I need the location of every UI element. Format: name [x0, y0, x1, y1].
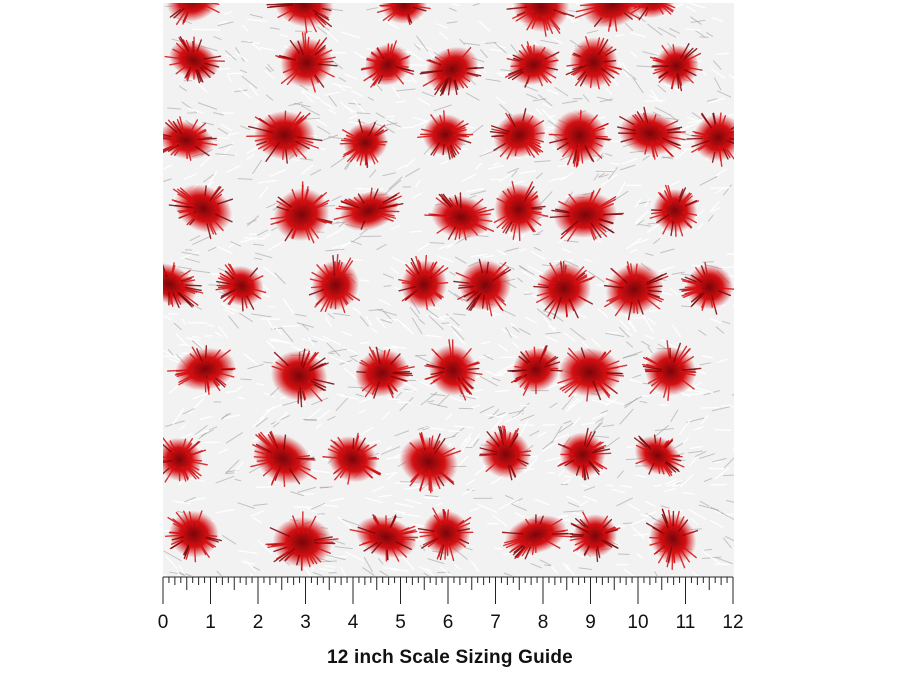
- fur-pattern-swatch: [163, 3, 734, 576]
- red-spot: [270, 348, 335, 408]
- red-spot: [504, 41, 560, 88]
- red-spot: [557, 427, 612, 481]
- red-spot: [630, 3, 677, 21]
- red-spot: [686, 112, 734, 167]
- red-spot: [339, 119, 388, 169]
- red-spot: [533, 260, 595, 320]
- red-spot: [398, 254, 449, 310]
- red-spot: [164, 36, 225, 84]
- fur-pattern-image: [163, 3, 734, 576]
- red-spot: [246, 110, 323, 164]
- red-spot: [616, 106, 686, 160]
- red-spot: [633, 434, 685, 477]
- red-spot: [266, 3, 334, 34]
- red-spot: [642, 340, 702, 402]
- red-spot: [322, 432, 382, 485]
- red-spot: [453, 258, 512, 317]
- red-spot: [275, 32, 338, 93]
- red-spot: [308, 254, 361, 314]
- ruler-label: 8: [538, 612, 549, 633]
- ruler-label: 5: [395, 612, 406, 633]
- ruler-label: 11: [676, 612, 696, 633]
- red-spot: [166, 345, 236, 395]
- red-spot: [166, 3, 221, 26]
- red-spot: [557, 347, 628, 402]
- ruler-label: 12: [722, 612, 743, 633]
- ruler-label: 7: [490, 612, 501, 633]
- ruler-label: 6: [443, 612, 454, 633]
- red-spot: [215, 263, 267, 312]
- ruler-label: 9: [585, 612, 596, 633]
- inch-ruler: 0 1 2 3 4 5 6 7 8 9 10 11 12: [150, 576, 750, 636]
- red-spot: [424, 192, 495, 241]
- red-spot: [549, 188, 625, 242]
- red-spot: [419, 46, 484, 97]
- red-spot: [163, 116, 218, 161]
- red-spot: [649, 43, 703, 92]
- red-spot: [376, 3, 431, 26]
- red-spot: [603, 261, 669, 321]
- ruler-label: 3: [300, 612, 311, 633]
- red-spots: [163, 3, 734, 572]
- red-spot: [479, 425, 532, 481]
- red-spot: [163, 260, 204, 309]
- ruler-label: 2: [253, 612, 264, 633]
- red-spot: [349, 514, 419, 562]
- red-spot: [645, 508, 699, 571]
- ruler-graphic: 0 1 2 3 4 5 6 7 8 9 10 11 12: [158, 576, 744, 633]
- ruler-label: 0: [158, 612, 169, 633]
- red-spot: [164, 510, 223, 563]
- red-spot: [506, 3, 575, 37]
- red-spot: [649, 184, 700, 237]
- ruler-label: 1: [205, 612, 216, 633]
- red-spot: [569, 511, 621, 563]
- red-spot: [489, 108, 546, 160]
- red-spot: [417, 507, 474, 562]
- red-spot: [417, 110, 474, 160]
- red-spot: [399, 431, 462, 494]
- red-spot: [250, 430, 317, 488]
- red-spot: [424, 339, 483, 401]
- red-spot: [565, 36, 623, 90]
- red-spot: [501, 514, 574, 560]
- red-spot: [679, 261, 734, 315]
- ruler-label: 10: [627, 612, 648, 633]
- red-spot: [360, 40, 415, 88]
- red-spot: [270, 181, 333, 244]
- red-spot: [168, 184, 234, 240]
- red-spot: [355, 346, 415, 399]
- red-spot: [507, 345, 563, 396]
- red-spot: [265, 511, 339, 572]
- red-spot: [333, 187, 404, 232]
- red-spot: [163, 437, 208, 483]
- scale-caption: 12 inch Scale Sizing Guide: [327, 647, 573, 668]
- red-spot: [493, 181, 549, 242]
- ruler-label: 4: [348, 612, 359, 633]
- red-spot: [548, 109, 612, 168]
